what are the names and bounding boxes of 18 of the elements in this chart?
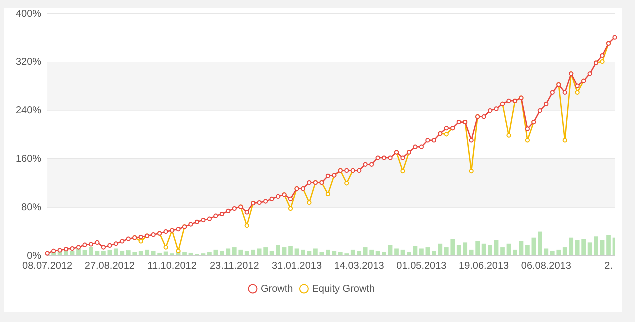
legend-label: Equity Growth: [312, 284, 376, 295]
x-tick-label: 08.07.2012: [22, 260, 74, 272]
x-tick-label: 06.08.2013: [521, 260, 572, 272]
x-tick-label: 19.06.2013: [459, 260, 510, 272]
x-tick-label: 01.05.2013: [396, 260, 448, 272]
y-tick-label: 160%: [16, 154, 42, 165]
x-tick-label: 27.08.2012: [84, 260, 136, 272]
y-tick-label: 400%: [16, 8, 42, 20]
legend-label: Growth: [260, 284, 294, 295]
y-tick-label: 0%: [27, 250, 42, 262]
x-tick-label: 23.11.2012: [210, 260, 260, 272]
x-tick-label: 11.10.2012: [148, 260, 198, 272]
y-tick-label: 320%: [16, 57, 42, 68]
x-tick-label: 2.: [604, 260, 613, 272]
x-tick-label: 14.03.2013: [334, 260, 385, 272]
y-tick-label: 240%: [16, 106, 42, 117]
x-tick-label: 31.01.2013: [272, 260, 322, 272]
y-tick-label: 80%: [22, 202, 42, 214]
